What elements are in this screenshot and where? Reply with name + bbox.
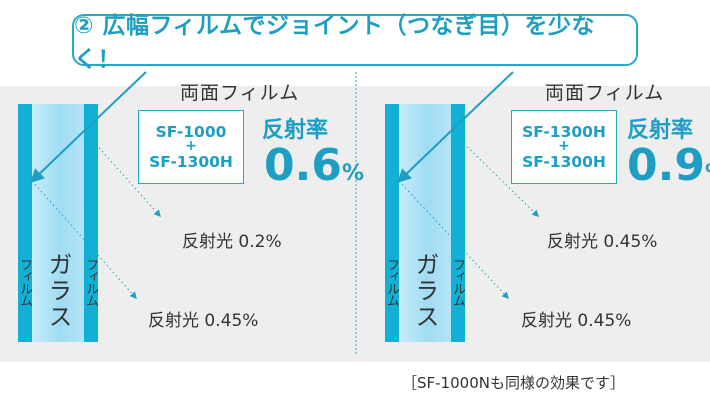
incident-ray-through-film [396, 130, 452, 183]
film-type-label: 両面フィルム [545, 82, 665, 104]
back-reflection-label: 反射光 0.45% [521, 311, 632, 331]
glass-label: ガラス [411, 252, 439, 330]
headline-banner: ② 広幅フィルムでジョイント（つなぎ目）を少なく！ [72, 13, 638, 73]
panel-divider [355, 72, 357, 354]
front-reflection-label: 反射光 0.2% [182, 232, 282, 252]
back-film-layer [84, 104, 98, 342]
reflectance-unit: % [341, 161, 364, 186]
back-film-label: フィルム [83, 258, 98, 306]
reflectance-value: 0.9% [627, 140, 710, 191]
back-reflection-ray [83, 130, 161, 218]
reflectance-label: 反射率 [262, 118, 329, 143]
reflectance-label: 反射率 [627, 118, 694, 143]
spec-box: SF-1300H + SF-1300H [511, 110, 617, 184]
front-reflection-ray [31, 180, 137, 300]
front-film-label: フィルム [384, 258, 399, 306]
incident-ray-through-film [29, 130, 85, 183]
back-reflection-label: 反射光 0.45% [148, 311, 259, 331]
incident-ray [450, 71, 514, 132]
reflectance-value: 0.6% [264, 140, 364, 191]
spec-front: SF-1000 [155, 123, 227, 142]
reflectance-number: 0.9 [627, 140, 705, 191]
back-reflection-ray [450, 130, 540, 217]
right-rays [396, 71, 540, 300]
reflectance-unit: % [705, 161, 710, 186]
front-film-layer [385, 104, 399, 342]
headline-text: ② 広幅フィルムでジョイント（つなぎ目）を少なく！ [74, 13, 596, 73]
glass-layer [32, 104, 84, 342]
spec-plus: + [558, 138, 570, 155]
spec-plus: + [185, 138, 197, 155]
back-film-layer [451, 104, 465, 342]
spec-back: SF-1300H [149, 152, 233, 171]
front-film-layer [18, 104, 32, 342]
panel-right: フィルム ガラス フィルム 両面フィルム SF-1300H + SF-1300H… [355, 0, 710, 410]
reflectance-number: 0.6 [264, 140, 342, 191]
back-film-label: フィルム [450, 258, 465, 306]
front-reflection-label: 反射光 0.45% [547, 232, 658, 252]
front-film-label: フィルム [17, 258, 32, 306]
spec-box: SF-1000 + SF-1300H [138, 110, 244, 184]
panel-left: フィルム ガラス フィルム 両面フィルム SF-1000 + SF-1300H … [17, 82, 364, 342]
glass-layer [399, 104, 451, 342]
incident-ray [83, 71, 147, 132]
glass-label: ガラス [44, 252, 72, 330]
spec-front: SF-1300H [522, 123, 606, 142]
front-reflection-ray [398, 180, 509, 300]
footnote: ［SF-1000Nも同様の効果です］ [402, 374, 625, 392]
spec-back: SF-1300H [522, 152, 606, 171]
left-rays [29, 71, 161, 300]
film-type-label: 両面フィルム [180, 82, 300, 104]
